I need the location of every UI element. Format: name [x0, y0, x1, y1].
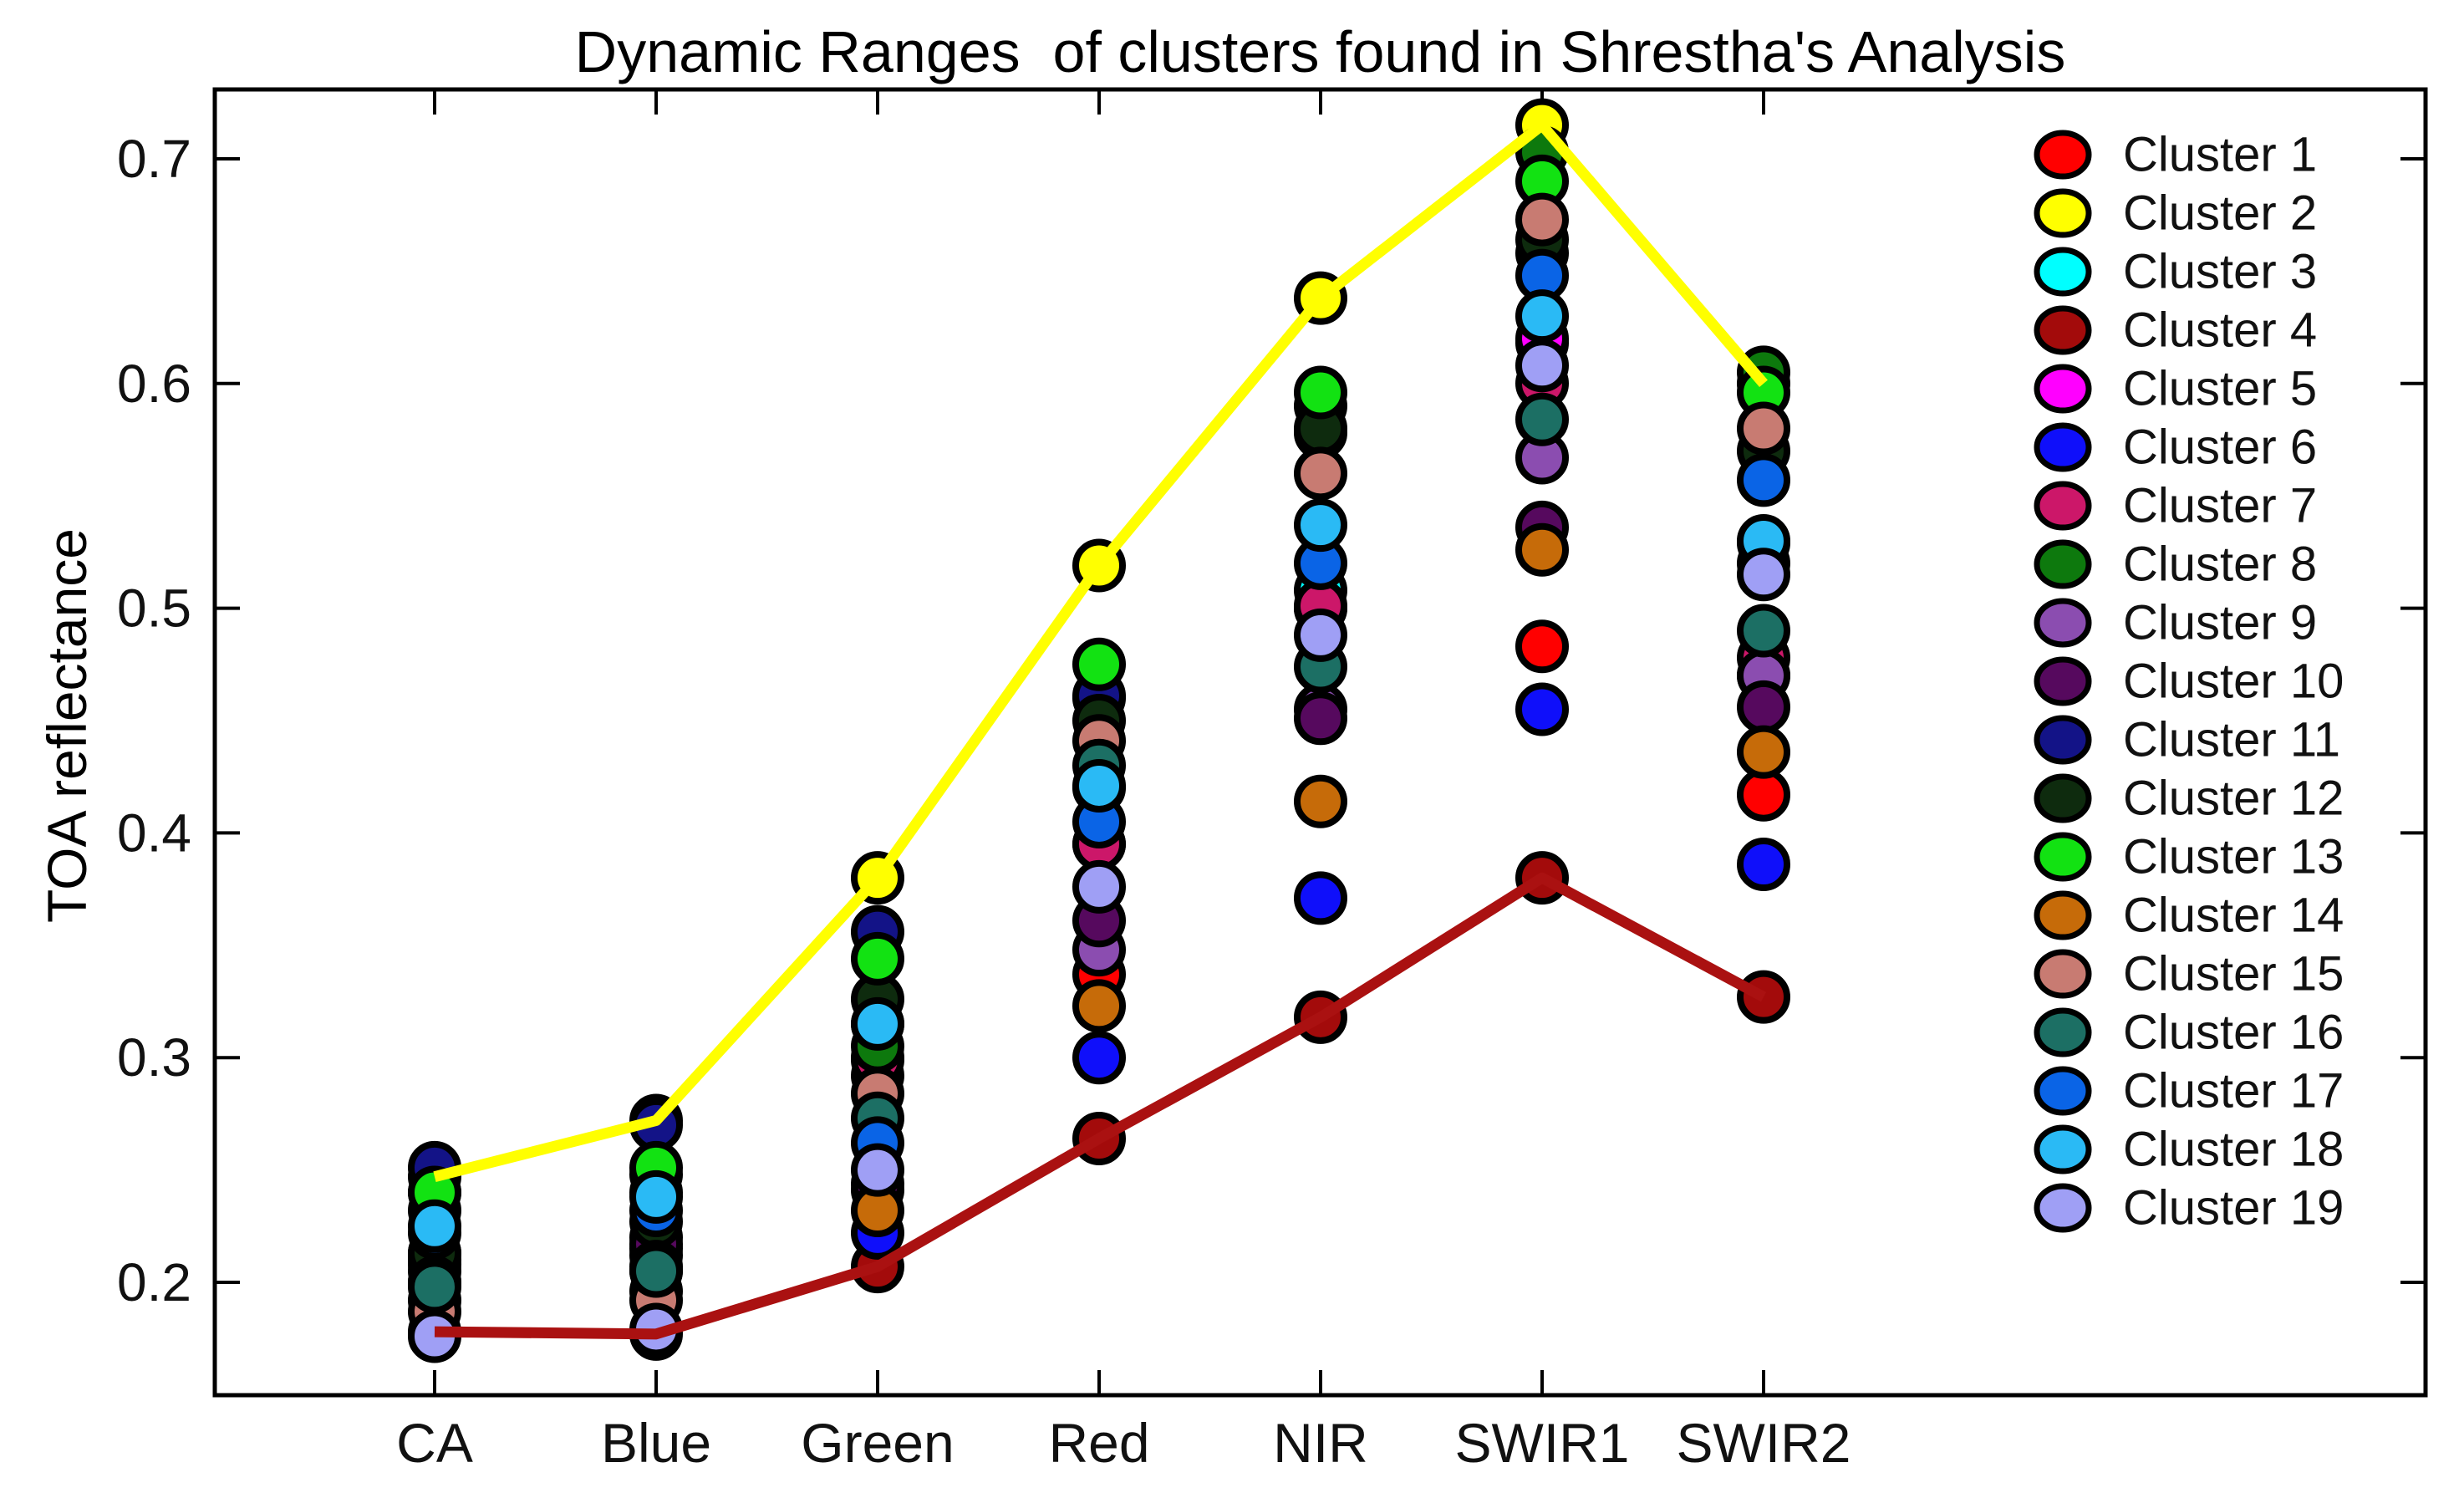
legend-label: Cluster 2 [2123, 186, 2317, 241]
legend-marker-cluster-19 [2034, 1183, 2092, 1233]
envelope-line-cluster-4 [434, 872, 1767, 1340]
scatter-point-cluster-14-nir [1294, 774, 1347, 828]
chart-title: Dynamic Ranges of clusters found in Shre… [574, 19, 2066, 84]
y-tick-label: 0.4 [117, 802, 191, 863]
legend-label: Cluster 13 [2123, 830, 2344, 884]
scatter-point-cluster-15-swir1 [1515, 192, 1569, 247]
scatter-point-cluster-19-nir [1294, 608, 1347, 662]
legend-marker-cluster-9 [2034, 598, 2092, 648]
scatter-point-cluster-16-swir2 [1737, 604, 1790, 658]
legend-label: Cluster 5 [2123, 362, 2317, 416]
x-tick-label-red: Red [1048, 1412, 1149, 1474]
legend-label: Cluster 7 [2123, 479, 2317, 533]
scatter-point-cluster-16-swir1 [1515, 392, 1569, 446]
legend-marker-cluster-17 [2034, 1066, 2092, 1116]
scatter-point-cluster-18-nir [1294, 498, 1347, 553]
legend-label: Cluster 16 [2123, 1006, 2344, 1060]
scatter-point-cluster-16-blue [629, 1244, 683, 1298]
scatter-point-cluster-6-swir1 [1515, 682, 1569, 736]
legend-label: Cluster 10 [2123, 655, 2344, 709]
legend-marker-cluster-16 [2034, 1007, 2092, 1057]
scatter-point-cluster-14-swir2 [1737, 725, 1790, 779]
scatter-point-cluster-6-swir2 [1737, 838, 1790, 892]
legend-marker-cluster-6 [2034, 422, 2092, 472]
legend-label: Cluster 4 [2123, 303, 2317, 358]
legend-label: Cluster 19 [2123, 1181, 2344, 1236]
legend-marker-cluster-11 [2034, 715, 2092, 765]
legend-marker-cluster-13 [2034, 832, 2092, 882]
legend-marker-cluster-3 [2034, 247, 2092, 297]
scatter-point-cluster-13-green [851, 931, 904, 986]
legend-label: Cluster 15 [2123, 947, 2344, 1001]
scatter-point-cluster-19-swir1 [1515, 339, 1569, 393]
scatter-point-cluster-18-red [1072, 758, 1126, 813]
legend-marker-cluster-1 [2034, 130, 2092, 180]
x-tick-label-swir2: SWIR2 [1676, 1412, 1851, 1474]
x-tick-label-green: Green [801, 1412, 954, 1474]
legend-marker-cluster-14 [2034, 890, 2092, 940]
scatter-point-cluster-18-swir1 [1515, 289, 1569, 344]
y-tick-label: 0.6 [117, 354, 191, 414]
scatter-point-cluster-13-red [1072, 637, 1126, 691]
y-tick-label: 0.2 [117, 1252, 191, 1312]
legend-marker-cluster-12 [2034, 773, 2092, 823]
legend-marker-cluster-8 [2034, 539, 2092, 589]
legend-marker-cluster-5 [2034, 364, 2092, 414]
envelope-line-cluster-2 [433, 120, 1768, 1182]
scatter-point-cluster-19-red [1072, 859, 1126, 914]
scatter-point-cluster-19-green [851, 1143, 904, 1197]
legend-marker-cluster-15 [2034, 949, 2092, 999]
legend-label: Cluster 1 [2123, 128, 2317, 182]
legend-label: Cluster 17 [2123, 1064, 2344, 1118]
scatter-point-cluster-15-nir [1294, 446, 1347, 501]
scatter-point-cluster-1-swir1 [1515, 619, 1569, 674]
legend-label: Cluster 18 [2123, 1123, 2344, 1177]
legend-marker-cluster-2 [2034, 188, 2092, 238]
scatter-point-cluster-6-red [1072, 1031, 1126, 1085]
y-axis-label: TOA reflectance [36, 527, 98, 924]
x-tick-label-swir1: SWIR1 [1454, 1412, 1629, 1474]
scatter-point-cluster-19-swir2 [1737, 548, 1790, 602]
legend-label: Cluster 11 [2123, 713, 2340, 767]
x-tick-label-nir: NIR [1273, 1412, 1368, 1474]
legend-label: Cluster 14 [2123, 889, 2344, 943]
scatter-point-cluster-16-ca [408, 1260, 461, 1314]
legend-label: Cluster 3 [2123, 245, 2317, 299]
y-tick-label: 0.5 [117, 578, 191, 639]
legend-marker-cluster-10 [2034, 656, 2092, 706]
scatter-point-cluster-15-swir2 [1737, 401, 1790, 456]
legend-label: Cluster 6 [2123, 420, 2317, 475]
scatter-point-cluster-14-swir1 [1515, 522, 1569, 577]
x-tick-label-ca: CA [396, 1412, 473, 1474]
legend-label: Cluster 9 [2123, 596, 2317, 650]
legend-marker-cluster-7 [2034, 481, 2092, 531]
scatter-point-cluster-18-ca [408, 1199, 461, 1253]
y-tick-label: 0.7 [117, 129, 191, 189]
legend-marker-cluster-4 [2034, 305, 2092, 355]
scatter-point-cluster-13-nir [1294, 365, 1347, 420]
legend-label: Cluster 12 [2123, 772, 2344, 826]
legend-label: Cluster 8 [2123, 538, 2317, 592]
scatter-point-cluster-17-swir2 [1737, 453, 1790, 507]
x-tick-label-blue: Blue [601, 1412, 711, 1474]
y-tick-label: 0.3 [117, 1027, 191, 1088]
scatter-point-cluster-14-red [1072, 979, 1126, 1033]
legend-marker-cluster-18 [2034, 1124, 2092, 1174]
scatter-point-cluster-10-nir [1294, 691, 1347, 746]
scatter-point-cluster-18-blue [629, 1169, 683, 1224]
scatter-point-cluster-6-nir [1294, 871, 1347, 925]
scatter-point-cluster-10-swir2 [1737, 680, 1790, 734]
scatter-point-cluster-18-green [851, 996, 904, 1051]
